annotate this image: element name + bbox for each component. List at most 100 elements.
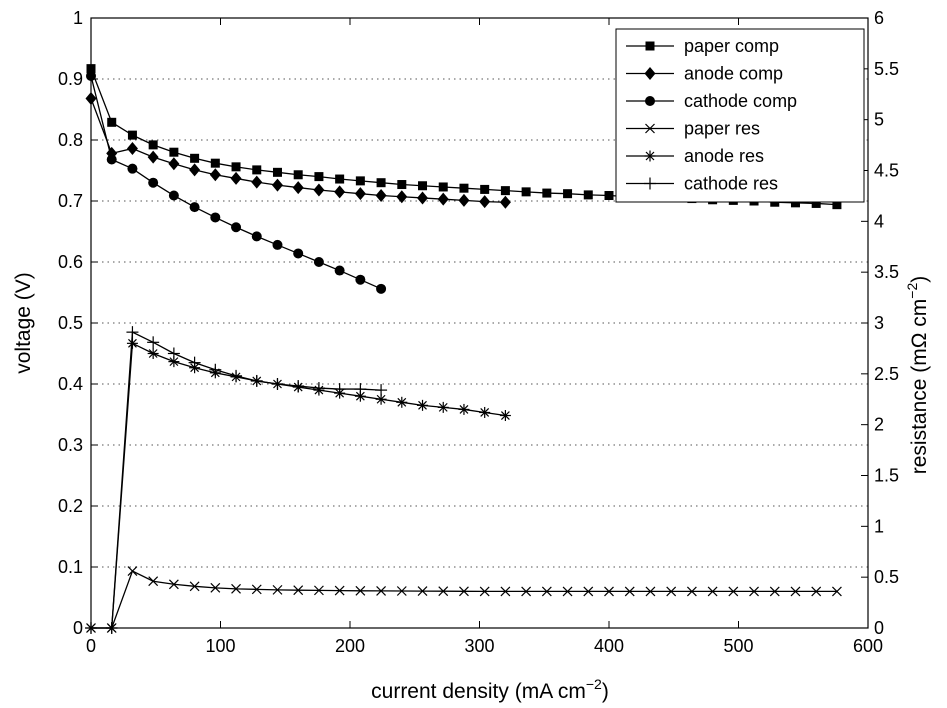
x-tick-label-0: 0: [86, 636, 96, 656]
point-anode-res-20: [499, 410, 511, 422]
point-cathode-res-7: [230, 369, 243, 382]
point-paper-comp-23: [563, 189, 573, 199]
point-anode-comp-17: [437, 192, 449, 206]
point-cathode-comp-11: [313, 257, 324, 267]
legend-label-cathode-res: cathode res: [684, 174, 778, 194]
point-paper-comp-2: [127, 130, 137, 140]
point-paper-res-31: [728, 586, 739, 597]
point-paper-comp-13: [355, 176, 365, 186]
y-axis-left-label: voltage (V): [12, 272, 35, 374]
series-line-paper-res: [91, 570, 837, 629]
point-paper-comp-19: [480, 184, 490, 194]
y-right-tick-label-7: 3.5: [874, 262, 899, 282]
y-right-tick-label-5: 2.5: [874, 364, 899, 384]
point-paper-comp-21: [521, 187, 531, 197]
point-paper-comp-10: [293, 170, 303, 180]
point-anode-comp-8: [251, 175, 263, 189]
point-paper-res-11: [313, 585, 324, 596]
point-paper-res-24: [583, 586, 594, 597]
y-right-tick-label-9: 4.5: [874, 161, 899, 181]
point-paper-res-8: [251, 584, 262, 595]
point-anode-comp-5: [189, 163, 201, 177]
point-anode-comp-18: [458, 193, 470, 207]
point-paper-res-33: [769, 586, 780, 597]
point-paper-comp-36: [832, 200, 842, 210]
point-cathode-res-9: [271, 378, 284, 390]
y-left-tick-label-7: 0.7: [58, 191, 83, 211]
legend-entry-anode-res: anode res: [626, 146, 764, 166]
point-paper-comp-7: [231, 162, 241, 172]
legend-box: [615, 28, 865, 203]
y-right-tick-label-10: 5: [874, 110, 884, 130]
point-paper-comp-24: [583, 190, 593, 200]
point-anode-comp-12: [334, 185, 346, 199]
y-left-tick-label-8: 0.8: [58, 130, 83, 150]
point-paper-comp-16: [418, 181, 428, 191]
y-right-tick-label-11: 5.5: [874, 59, 899, 79]
point-paper-res-29: [686, 586, 697, 597]
legend-label-anode-res: anode res: [684, 146, 764, 166]
y-right-tick-label-1: 0.5: [874, 567, 899, 587]
y-left-tick-label-1: 0.1: [58, 557, 83, 577]
x-tick-label-2: 200: [335, 636, 365, 656]
point-anode-comp-3: [147, 150, 159, 164]
y-left-tick-label-3: 0.3: [58, 435, 83, 455]
point-paper-res-21: [521, 586, 532, 597]
series-paper-res: [86, 566, 842, 633]
point-paper-res-4: [168, 579, 179, 590]
x-tick-label-5: 500: [723, 636, 753, 656]
point-anode-comp-11: [313, 183, 325, 197]
x-tick-label-6: 600: [853, 636, 883, 656]
point-anode-comp-16: [417, 191, 429, 205]
point-cathode-res-14: [375, 384, 388, 397]
point-paper-res-35: [811, 586, 822, 597]
legend-label-cathode-comp: cathode comp: [684, 91, 797, 111]
point-anode-res-3: [147, 348, 159, 359]
point-paper-res-15: [396, 586, 407, 596]
point-paper-res-30: [707, 586, 718, 597]
point-cathode-comp-13: [355, 274, 366, 285]
y-right-tick-label-2: 1: [874, 516, 884, 536]
point-paper-comp-5: [190, 153, 200, 163]
point-cathode-comp-5: [189, 202, 200, 213]
point-anode-comp-2: [126, 142, 138, 156]
point-cathode-res-8: [250, 374, 263, 387]
y-left-tick-label-5: 0.5: [58, 313, 83, 333]
point-paper-res-12: [334, 585, 345, 596]
point-paper-res-36: [831, 586, 842, 597]
point-paper-res-16: [417, 586, 428, 597]
point-paper-comp-34: [790, 198, 800, 208]
y-right-tick-label-6: 3: [874, 313, 884, 333]
point-paper-res-5: [189, 581, 200, 592]
legend-entry-paper-comp: paper comp: [626, 36, 779, 56]
legend-entry-cathode-comp: cathode comp: [626, 91, 797, 111]
point-paper-comp-25: [604, 191, 614, 201]
point-paper-comp-15: [397, 180, 407, 190]
point-anode-comp-19: [479, 195, 491, 209]
point-anode-res-16: [417, 399, 429, 411]
y-right-tick-label-4: 2: [874, 415, 884, 435]
x-tick-label-4: 400: [594, 636, 624, 656]
legend-marker-anode-res: [644, 150, 656, 162]
point-paper-res-3: [148, 576, 159, 587]
point-cathode-comp-8: [251, 231, 262, 242]
point-cathode-comp-14: [376, 283, 387, 294]
point-paper-res-9: [272, 584, 283, 595]
point-cathode-res-6: [209, 363, 222, 376]
point-paper-comp-6: [210, 158, 220, 168]
point-anode-res-13: [354, 390, 366, 402]
point-paper-res-25: [604, 586, 614, 597]
legend-marker-cathode-comp: [645, 96, 655, 106]
point-paper-res-32: [749, 586, 759, 597]
legend-marker-cathode-res: [644, 177, 656, 190]
point-paper-comp-35: [811, 198, 821, 208]
point-paper-res-23: [562, 586, 573, 597]
point-paper-res-20: [500, 586, 511, 597]
legend-label-paper-comp: paper comp: [684, 36, 779, 56]
point-anode-comp-14: [375, 189, 387, 203]
point-paper-res-27: [645, 586, 656, 597]
point-paper-comp-22: [542, 188, 552, 198]
point-paper-res-22: [541, 586, 552, 597]
legend-label-paper-res: paper res: [684, 119, 760, 139]
